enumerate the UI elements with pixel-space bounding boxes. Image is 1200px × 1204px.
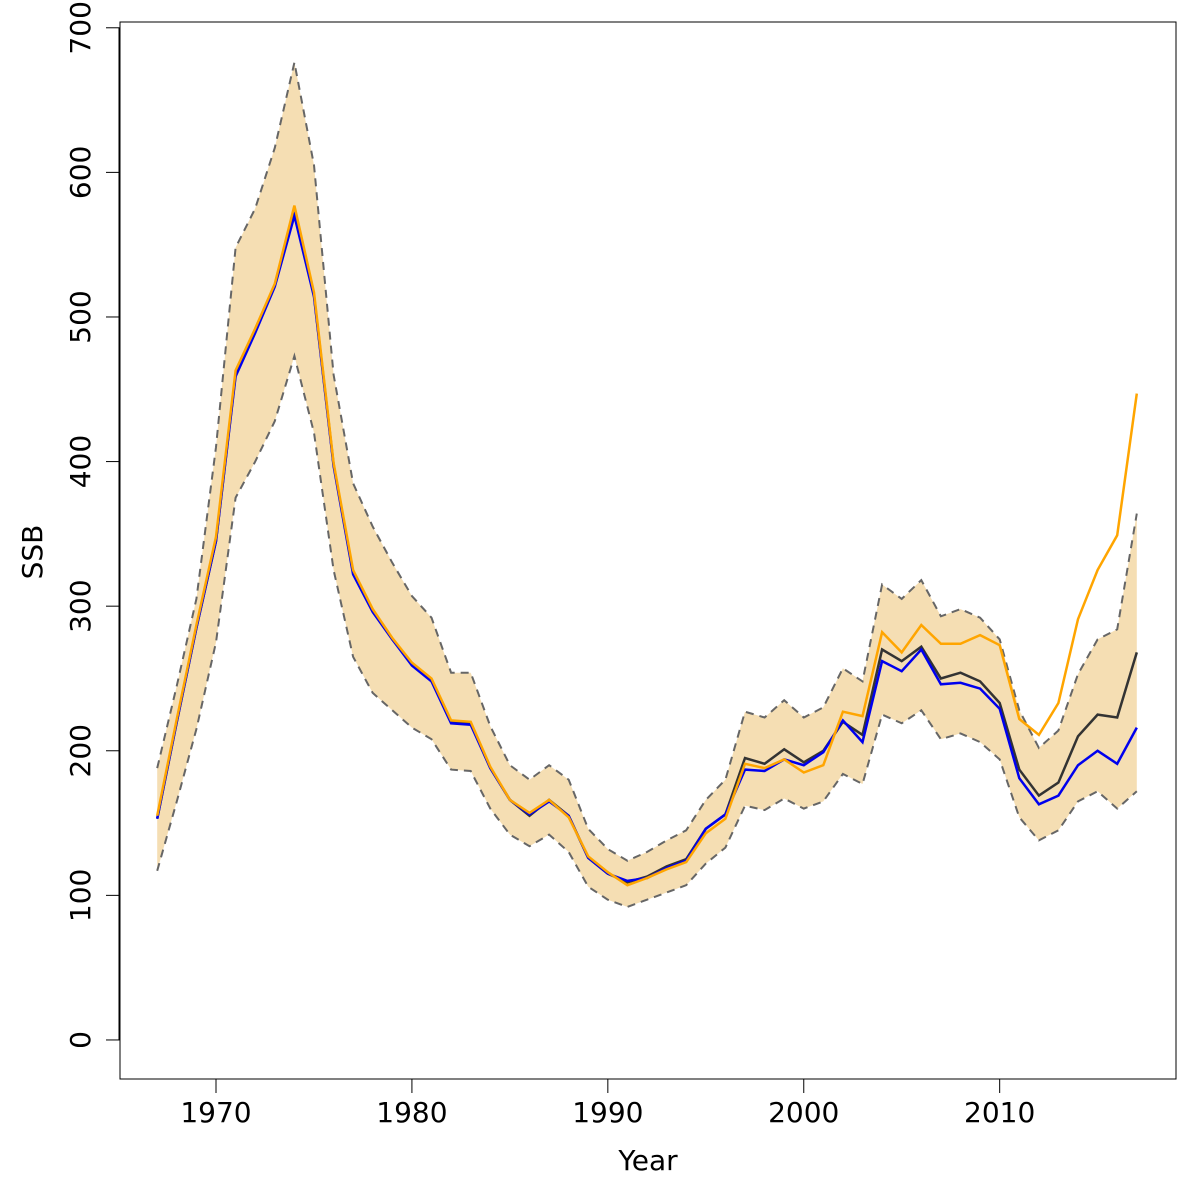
x-tick-label: 1980 bbox=[376, 1096, 447, 1129]
confidence-band bbox=[157, 62, 1137, 907]
y-tick-label: 300 bbox=[64, 579, 97, 632]
y-tick-label: 500 bbox=[64, 290, 97, 343]
x-axis-title: Year bbox=[617, 1144, 678, 1177]
series-line bbox=[155, 205, 1139, 887]
band-edge bbox=[156, 62, 1138, 862]
band-edge bbox=[156, 352, 1138, 908]
y-tick-label: 700 bbox=[64, 1, 97, 54]
x-tick-label: 2010 bbox=[964, 1096, 1035, 1129]
y-tick-label: 0 bbox=[64, 1031, 97, 1049]
x-tick-label: 2000 bbox=[768, 1096, 839, 1129]
y-tick-label: 200 bbox=[64, 724, 97, 777]
x-tick-label: 1970 bbox=[180, 1096, 251, 1129]
y-axis-title: SSB bbox=[16, 525, 49, 580]
y-tick-label: 100 bbox=[64, 869, 97, 922]
x-tick-label: 1990 bbox=[572, 1096, 643, 1129]
y-tick-label: 400 bbox=[64, 435, 97, 488]
y-tick-label: 600 bbox=[64, 146, 97, 199]
